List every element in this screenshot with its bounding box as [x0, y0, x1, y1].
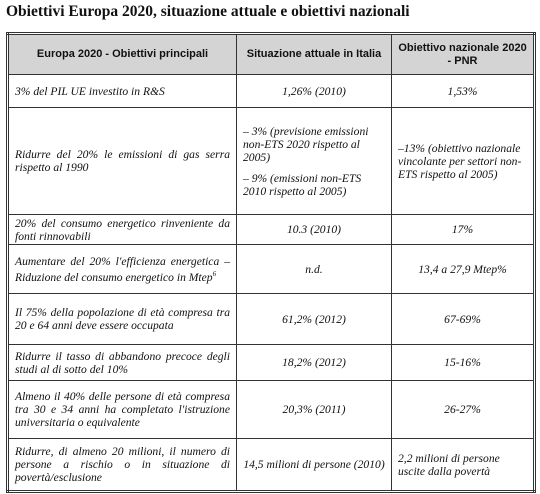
cell-text: 17% — [451, 223, 474, 236]
table-row: Ridurre, di almeno 20 milioni, il numero… — [7, 438, 535, 492]
table-cell: 14,5 milioni di persone (2010) — [236, 438, 392, 492]
cell-text: Almeno il 40% delle persone di età compr… — [15, 390, 230, 429]
column-header: Europa 2020 - Obiettivi principali — [7, 33, 237, 75]
table-cell: Ridurre del 20% le emissioni di gas serr… — [7, 107, 237, 215]
table-cell: 2,2 milioni di persone uscite dalla pove… — [391, 438, 535, 492]
cell-text: n.d. — [305, 262, 323, 276]
cell-text: – 3% (previsione emissioni non-ETS 2020 … — [243, 124, 369, 164]
cell-text: Aumentare del 20% l'efficienza energetic… — [15, 254, 230, 284]
cell-text: Ridurre del 20% le emissioni di gas serr… — [15, 148, 230, 174]
cell-text: 10.3 (2010) — [286, 223, 342, 236]
cell-text: 67-69% — [444, 312, 481, 326]
cell-text: 1,26% (2010) — [282, 84, 346, 98]
table-cell: Almeno il 40% delle persone di età compr… — [7, 380, 237, 439]
table-row: Ridurre il tasso di abbandono precoce de… — [7, 344, 535, 381]
table-cell: 1,26% (2010) — [236, 74, 392, 108]
title: Obiettivi Europa 2020, situazione attual… — [6, 3, 410, 20]
table-cell: 67-69% — [391, 293, 535, 345]
cell-text: Ridurre, di almeno 20 milioni, il numero… — [15, 445, 230, 484]
cell-text: 20% del consumo energetico rinveniente d… — [15, 216, 230, 243]
table-row: Ridurre del 20% le emissioni di gas serr… — [7, 107, 535, 215]
table-cell: –13% (obiettivo nazionale vincolante per… — [391, 107, 535, 215]
table-cell: 20,3% (2011) — [236, 380, 392, 439]
cell-text: Il 75% della popolazione di età compresa… — [15, 306, 230, 332]
table-cell: 26-27% — [391, 380, 535, 439]
cell-text: 61,2% (2012) — [282, 312, 346, 326]
column-header: Situazione attuale in Italia — [236, 33, 392, 75]
table-cell: 1,53% — [391, 74, 535, 108]
cell-text: 14,5 milioni di persone (2010) — [243, 458, 385, 471]
footnote-ref: 6 — [212, 269, 217, 278]
table-cell: n.d. — [236, 244, 392, 294]
cell-text: 13,4 a 27,9 Mtep% — [418, 262, 507, 276]
table-body: 3% del PIL UE investito in R&S 1,26% (201… — [7, 74, 535, 492]
table-cell: Ridurre, di almeno 20 milioni, il numero… — [7, 438, 237, 492]
cell-text: 1,53% — [447, 84, 478, 98]
table-cell: 20% del consumo energetico rinveniente d… — [7, 214, 237, 245]
cell-text: 20,3% (2011) — [282, 403, 346, 416]
cell-text: 3% del PIL UE investito in R&S — [15, 84, 165, 98]
table-cell: 61,2% (2012) — [236, 293, 392, 345]
table-cell: 17% — [391, 214, 535, 245]
cell-text: –13% (obiettivo nazionale vincolante per… — [398, 141, 522, 181]
cell-text: Ridurre il tasso di abbandono precoce de… — [15, 349, 230, 376]
cell-text: – 9% (emissioni non-ETS 2010 rispetto al… — [243, 171, 362, 198]
table-row: Il 75% della popolazione di età compresa… — [7, 293, 535, 345]
table-cell: Aumentare del 20% l'efficienza energetic… — [7, 244, 237, 294]
table-cell: 15-16% — [391, 344, 535, 381]
column-header: Obiettivo nazionale 2020 - PNR — [391, 33, 535, 75]
table-cell: Il 75% della popolazione di età compresa… — [7, 293, 237, 345]
table-cell: – 3% (previsione emissioni non-ETS 2020 … — [236, 107, 392, 215]
table-row: 3% del PIL UE investito in R&S 1,26% (201… — [7, 74, 535, 108]
table-row: 20% del consumo energetico rinveniente d… — [7, 214, 535, 245]
table-cell: 3% del PIL UE investito in R&S — [7, 74, 237, 108]
table-row: Almeno il 40% delle persone di età compr… — [7, 380, 535, 439]
table-cell: 13,4 a 27,9 Mtep% — [391, 244, 535, 294]
cell-text: 18,2% (2012) — [282, 356, 346, 369]
cell-text: 26-27% — [444, 403, 481, 416]
cell-text: 2,2 milioni di persone uscite dalla pove… — [398, 451, 500, 478]
table-cell: 10.3 (2010) — [236, 214, 392, 245]
table-cell: 18,2% (2012) — [236, 344, 392, 381]
table-row: Aumentare del 20% l'efficienza energetic… — [7, 244, 535, 294]
table-cell: Ridurre il tasso di abbandono precoce de… — [7, 344, 237, 381]
header-row: Europa 2020 - Obiettivi principali Situaz… — [7, 33, 535, 75]
table: Europa 2020 - Obiettivi principali Situaz… — [6, 32, 536, 493]
cell-text: 15-16% — [444, 356, 481, 369]
